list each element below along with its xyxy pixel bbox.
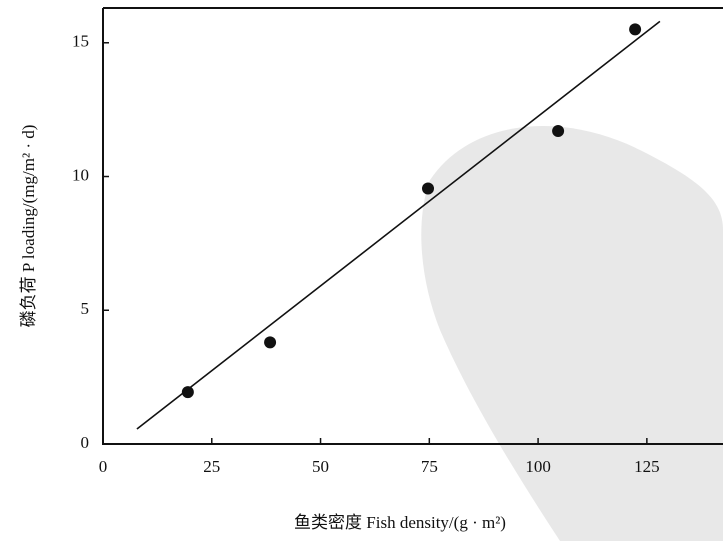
point: [264, 336, 276, 348]
y-tick-label: 10: [72, 165, 89, 184]
watermark: [421, 126, 723, 541]
y-tick-label: 0: [81, 433, 90, 452]
point: [629, 23, 641, 35]
x-tick-label: 25: [203, 457, 220, 476]
x-tick-label: 75: [421, 457, 438, 476]
x-axis-label: 鱼类密度 Fish density/(g · m²): [294, 513, 506, 532]
y-tick-label: 15: [72, 32, 89, 51]
y-tick-label: 5: [81, 299, 90, 318]
x-tick-label: 100: [525, 457, 551, 476]
point: [422, 183, 434, 195]
point: [552, 125, 564, 137]
y-axis-label: 磷负荷 P loading/(mg/m² · d): [19, 125, 38, 328]
x-tick-label: 50: [312, 457, 329, 476]
chart: 鱼类密度 Fish density/(g · m²) 磷负荷 P loading…: [0, 0, 723, 541]
x-tick-label: 0: [99, 457, 108, 476]
x-tick-label: 125: [634, 457, 660, 476]
